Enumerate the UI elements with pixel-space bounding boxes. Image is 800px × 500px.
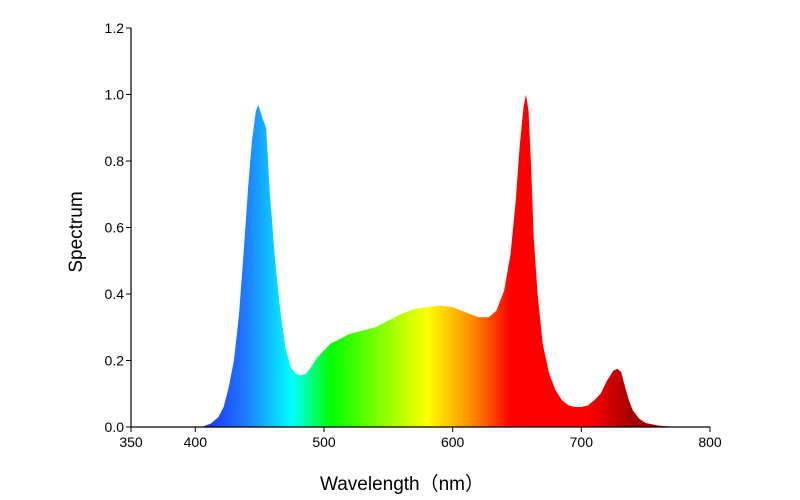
x-tick-label: 800 <box>698 434 722 450</box>
x-tick-label: 500 <box>312 434 336 450</box>
spectrum-area <box>201 94 710 427</box>
y-tick-label: 1.0 <box>105 87 125 103</box>
y-axis-title: Spectrum <box>66 191 87 272</box>
y-tick-label: 0.0 <box>105 419 125 435</box>
x-tick-label: 350 <box>119 434 143 450</box>
x-axis-title: Wavelength（nm） <box>320 473 484 495</box>
y-tick-label: 1.2 <box>105 20 125 36</box>
y-tick-label: 0.2 <box>105 353 125 369</box>
y-tick-label: 0.8 <box>105 153 125 169</box>
x-tick-label: 400 <box>184 434 208 450</box>
x-tick-label: 600 <box>441 434 465 450</box>
y-tick-label: 0.4 <box>105 286 125 302</box>
x-tick-label: 700 <box>570 434 594 450</box>
y-tick-label: 0.6 <box>105 220 125 236</box>
